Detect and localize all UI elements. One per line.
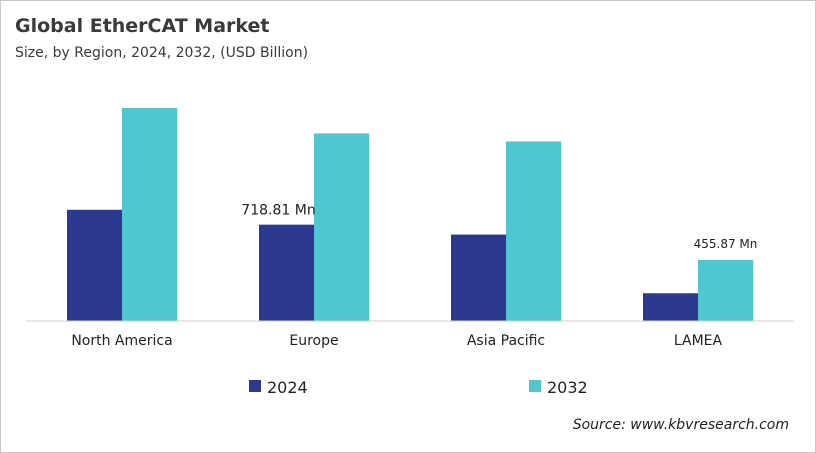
legend-label: 2032 (547, 378, 588, 397)
chart-title: Global EtherCAT Market (15, 15, 270, 37)
bar-2024-asia-pacific (451, 234, 506, 321)
bar-2032-lamea (698, 259, 753, 321)
legend-swatch-2024 (249, 380, 261, 392)
bar-2024-europe (259, 224, 314, 321)
data-label: 718.81 Mn (241, 203, 315, 219)
bar-2024-north-america (67, 209, 122, 321)
bar-2032-asia-pacific (506, 141, 561, 321)
legend-label: 2024 (267, 378, 308, 397)
chart-subtitle: Size, by Region, 2024, 2032, (USD Billio… (15, 45, 309, 61)
category-label: Europe (289, 333, 338, 349)
bar-2032-north-america (122, 107, 177, 321)
bar-2024-lamea (643, 293, 698, 321)
category-label: North America (71, 333, 172, 349)
source-note: Source: www.kbvresearch.com (572, 417, 789, 433)
legend-swatch-2032 (529, 380, 541, 392)
bar-2032-europe (314, 133, 369, 321)
data-label: 455.87 Mn (694, 237, 758, 251)
category-label: LAMEA (674, 333, 723, 349)
category-label: Asia Pacific (467, 333, 545, 349)
